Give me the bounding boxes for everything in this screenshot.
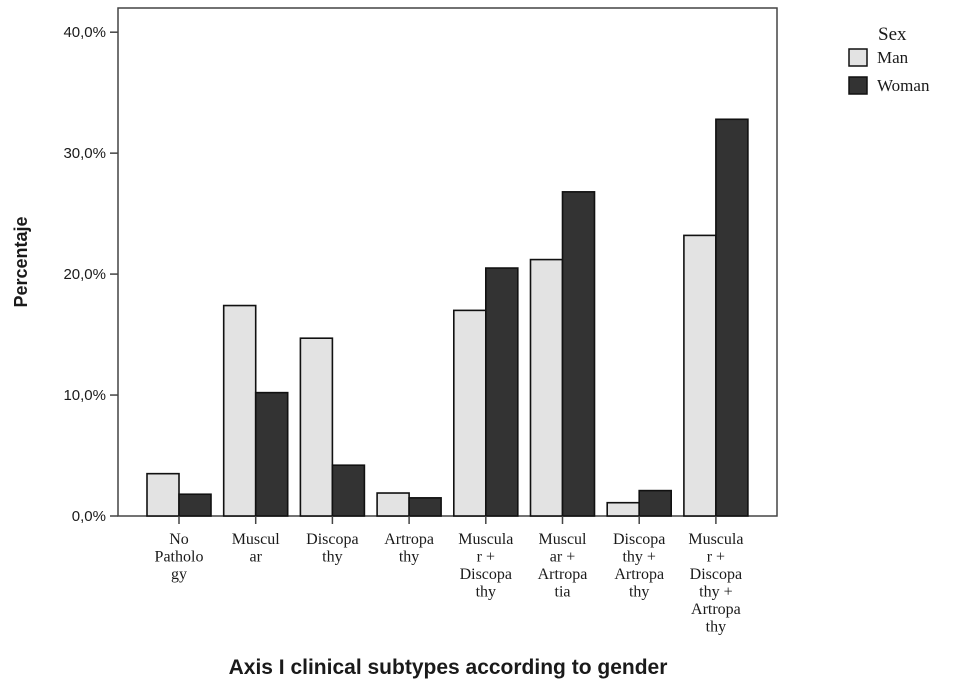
legend-swatch-woman (848, 76, 868, 95)
y-tick-label: 10,0% (63, 387, 106, 404)
x-category-label: Muscula r + Discopa thy + Artropa thy (688, 531, 743, 636)
y-tick-label: 30,0% (63, 145, 106, 162)
bar-man-6 (606, 501, 641, 517)
bar-woman-6 (638, 489, 673, 517)
legend-title: Sex (878, 24, 907, 45)
x-category-label: Artropa thy (384, 531, 434, 566)
x-axis-label: Axis I clinical subtypes according to ge… (229, 656, 668, 679)
bar-man-1 (222, 304, 257, 517)
bar-man-7 (683, 234, 717, 517)
y-axis-label: Percentaje (11, 216, 31, 307)
bar-man-4 (452, 309, 487, 517)
bar-woman-2 (331, 464, 366, 517)
legend-label-woman: Woman (877, 76, 930, 95)
bar-woman-5 (561, 191, 596, 517)
y-tick-label: 0,0% (72, 508, 106, 525)
y-tick-label: 20,0% (63, 266, 106, 283)
bar-woman-3 (408, 497, 442, 517)
y-tick-label: 40,0% (63, 24, 106, 41)
legend-label-man: Man (877, 48, 909, 67)
plot-area-frame (117, 7, 778, 517)
x-category-label: Muscul ar + Artropa tia (538, 531, 588, 601)
bar-woman-0 (178, 493, 212, 517)
legend-swatch-man (848, 48, 868, 67)
x-category-label: No Patholo gy (155, 531, 204, 583)
x-category-label: Discopa thy (306, 531, 358, 566)
x-category-label: Muscula r + Discopa thy (458, 531, 513, 601)
bar-woman-7 (715, 118, 749, 517)
bar-woman-1 (254, 391, 289, 517)
x-category-label: Discopa thy + Artropa thy (613, 531, 665, 601)
x-category-label: Muscul ar (232, 531, 281, 566)
bar-man-0 (146, 472, 180, 517)
bar-man-2 (299, 337, 334, 517)
bar-man-3 (376, 492, 410, 517)
bar-man-5 (529, 258, 564, 517)
bar-woman-4 (484, 267, 519, 517)
